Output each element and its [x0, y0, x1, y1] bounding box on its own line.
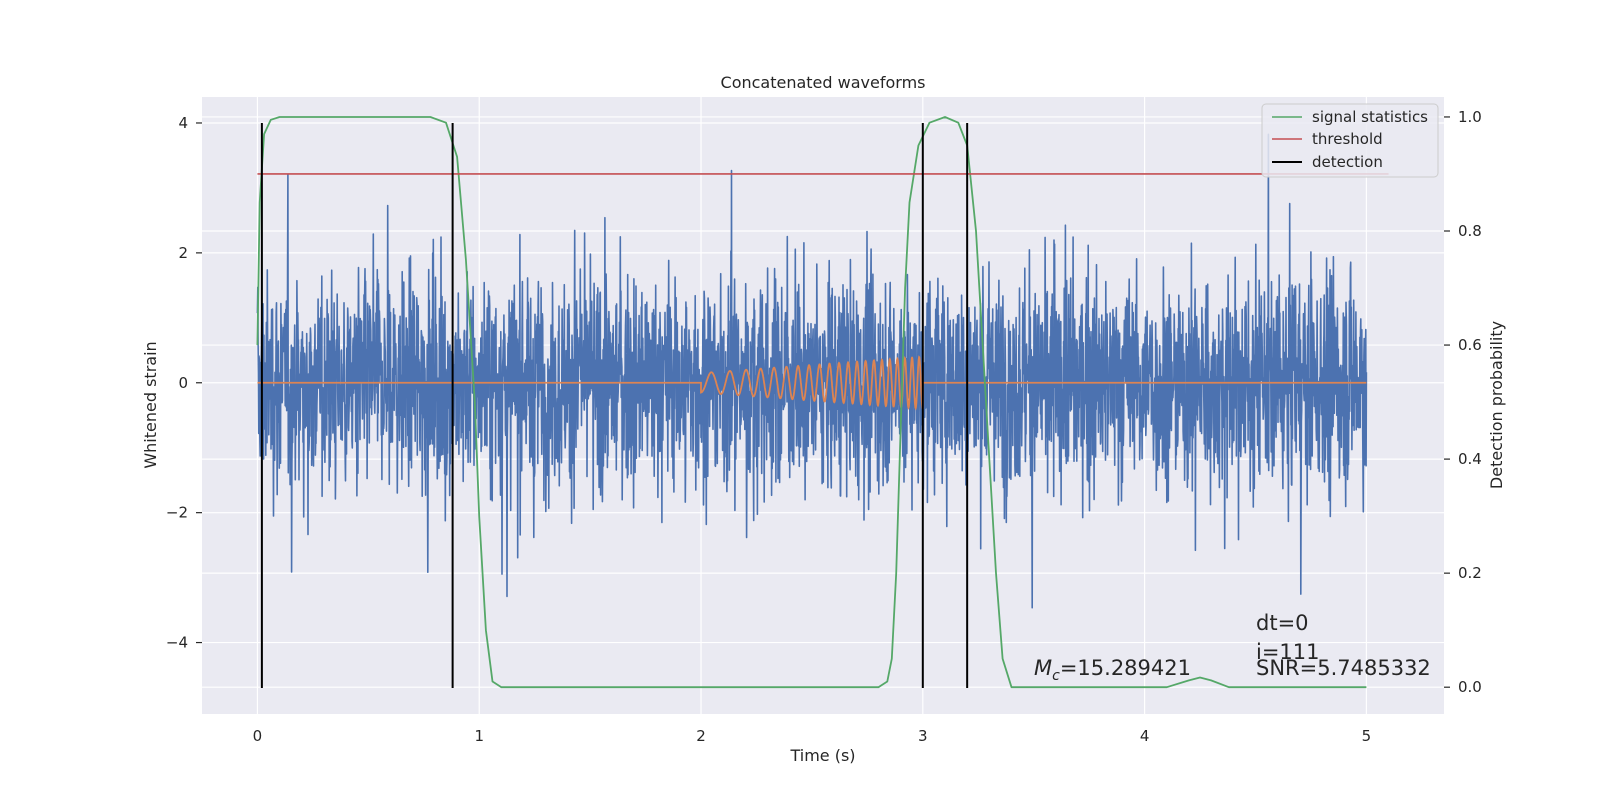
y-tick-label: −4 [166, 634, 188, 652]
signal-statistics-series [256, 116, 1367, 689]
annotation-snr: SNR=5.7485332 [1256, 656, 1431, 680]
waveform-trace-line [257, 355, 1367, 411]
signal-statistics-line [256, 116, 1367, 689]
legend-label-detection: detection [1312, 153, 1383, 171]
y2-tick-label: 0.4 [1458, 450, 1482, 468]
y-axis-ticks: −4 −2 0 2 4 [166, 114, 202, 652]
y2-axis-label: Detection probability [1487, 321, 1506, 489]
annotations: dt=0 i=111 SNR=5.7485332 Mc=15.289421 [1034, 611, 1431, 684]
chirp-mass-subscript: c [1052, 668, 1060, 684]
legend-label-signal-statistics: signal statistics [1312, 108, 1428, 126]
x-tick-label: 4 [1140, 727, 1150, 745]
legend: signal statistics threshold detection [1261, 103, 1439, 178]
y-tick-label: 2 [178, 244, 188, 262]
y2-tick-label: 0.2 [1458, 564, 1482, 582]
y-axis-label: Whitened strain [141, 341, 160, 468]
noise-trace-line [256, 133, 1368, 609]
x-axis-label: Time (s) [789, 746, 855, 765]
legend-label-threshold: threshold [1312, 130, 1383, 148]
chirp-mass-symbol: M [1034, 656, 1052, 680]
detection-series [260, 122, 969, 689]
y2-tick-label: 1.0 [1458, 108, 1482, 126]
annotation-dt: dt=0 [1256, 611, 1309, 635]
noise-series [256, 133, 1368, 609]
chart-title: Concatenated waveforms [721, 73, 926, 92]
y2-tick-label: 0.8 [1458, 222, 1482, 240]
annotation-chirp-mass: Mc=15.289421 [1034, 656, 1191, 684]
y-tick-label: 0 [178, 374, 188, 392]
annotation-i: i=111 [1256, 640, 1320, 664]
y2-tick-label: 0.6 [1458, 336, 1482, 354]
x-tick-label: 0 [253, 727, 263, 745]
y2-axis-ticks: 0.0 0.2 0.4 0.6 0.8 1.0 [1444, 108, 1482, 696]
waveform-series [257, 355, 1367, 411]
y2-tick-label: 0.0 [1458, 678, 1482, 696]
chirp-mass-value: =15.289421 [1060, 656, 1191, 680]
x-axis-ticks: 0 1 2 3 4 5 [253, 727, 1371, 745]
y-tick-label: −2 [166, 504, 188, 522]
x-tick-label: 2 [696, 727, 706, 745]
x-tick-label: 3 [918, 727, 928, 745]
y-tick-label: 4 [178, 114, 188, 132]
x-tick-label: 1 [474, 727, 484, 745]
legend-box [1261, 103, 1439, 178]
x-tick-label: 5 [1362, 727, 1372, 745]
